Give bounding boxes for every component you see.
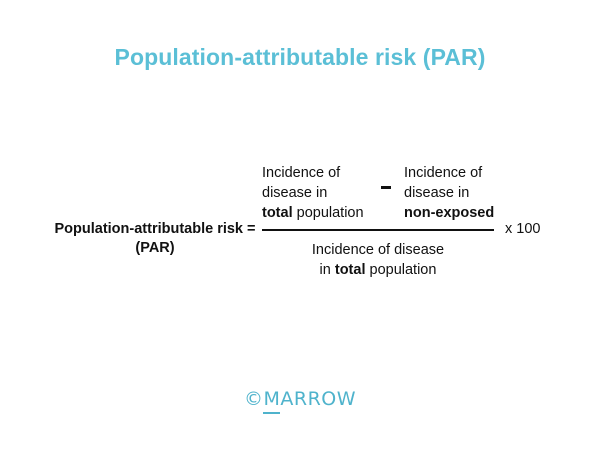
marrow-watermark: ©MARROW [0, 388, 600, 414]
numerator-left-line-1: Incidence of [262, 165, 341, 181]
denominator-line-2-post: population [365, 262, 437, 278]
numerator-left: Incidence of disease in total population [262, 163, 364, 223]
lhs-line-1: Population-attributable risk = [54, 221, 256, 237]
numerator-left-line-2: disease in [262, 185, 328, 201]
numerator-right-line-1: Incidence of [404, 165, 483, 181]
formula-lhs: Population-attributable risk = (PAR) [40, 220, 270, 258]
lhs-line-2: (PAR) [135, 240, 175, 256]
numerator-left-line-3-rest: population [292, 205, 364, 221]
denominator: Incidence of disease in total population [262, 240, 494, 280]
numerator-left-line-3: total population [262, 203, 364, 223]
copyright-symbol: © [243, 388, 264, 410]
numerator-right-line-2: disease in [404, 185, 470, 201]
denominator-line-2: in total population [262, 260, 494, 280]
numerator-right: Incidence of disease in non-exposed [404, 163, 494, 223]
multiplier: x 100 [505, 221, 541, 237]
denominator-emphasis: total [334, 262, 366, 278]
numerator-right-line-3: non-exposed [404, 203, 494, 223]
numerator-left-emphasis: total [262, 205, 293, 221]
denominator-line-2-pre: in [319, 262, 335, 278]
watermark-underlined-letter: M [263, 388, 281, 414]
watermark-rest: ARROW [280, 388, 357, 410]
numerator-right-emphasis: non-exposed [404, 205, 495, 221]
minus-sign [381, 186, 391, 189]
denominator-line-1: Incidence of disease [311, 242, 445, 258]
page-title: Population-attributable risk (PAR) [114, 44, 486, 70]
fraction-bar [262, 229, 494, 231]
